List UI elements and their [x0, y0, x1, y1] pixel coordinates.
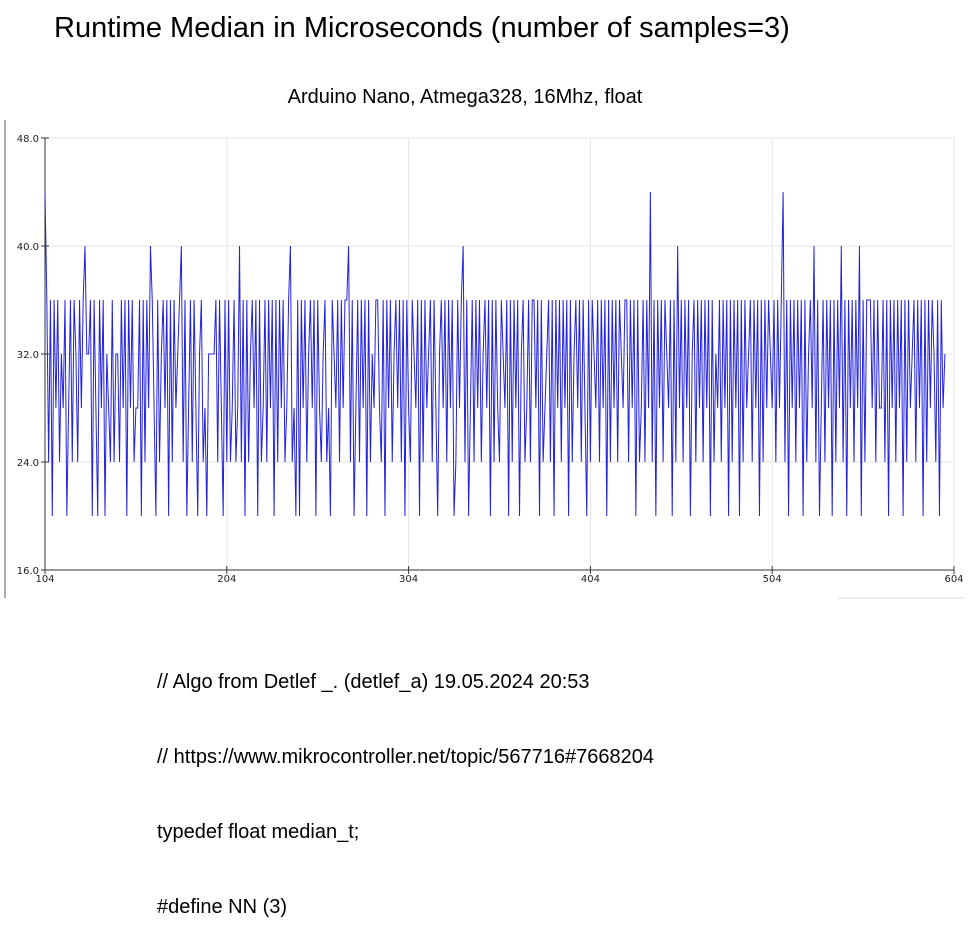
chart-frame — [4, 120, 965, 599]
code-line: #define NN (3) — [157, 896, 288, 918]
x-tick-label: 304 — [399, 574, 418, 585]
series-line — [44, 191, 946, 517]
chart-title: Arduino Nano, Atmega328, 16Mhz, float — [287, 86, 643, 108]
tick-labels: 104 204 304 404 504 604 16.0 24.0 32.0 40.0 48.0 — [17, 134, 964, 585]
code-snippet: // Algo from Detlef _. (detlef_a) 19.05.… — [157, 620, 654, 945]
y-tick-label: 24.0 — [17, 458, 39, 469]
x-tick-label: 404 — [581, 574, 600, 585]
line-chart: 104 204 304 404 504 604 16.0 24.0 32.0 40.0 48.0 — [4, 120, 965, 599]
x-tick-label: 104 — [35, 574, 54, 585]
series-layer — [44, 191, 946, 517]
y-tick-label: 40.0 — [17, 242, 39, 253]
x-tick-label: 604 — [944, 574, 963, 585]
y-tick-label: 48.0 — [17, 134, 39, 145]
y-tick-label: 16.0 — [17, 566, 39, 577]
code-line: // Algo from Detlef _. (detlef_a) 19.05.… — [157, 671, 590, 693]
x-tick-label: 204 — [217, 574, 236, 585]
grid-lines — [45, 137, 955, 570]
code-line: typedef float median_t; — [157, 821, 360, 843]
x-tick-label: 504 — [763, 574, 782, 585]
code-line: // https://www.mikrocontroller.net/topic… — [157, 746, 654, 768]
y-tick-label: 32.0 — [17, 350, 39, 361]
page-title: Runtime Median in Microseconds (number o… — [54, 12, 790, 44]
